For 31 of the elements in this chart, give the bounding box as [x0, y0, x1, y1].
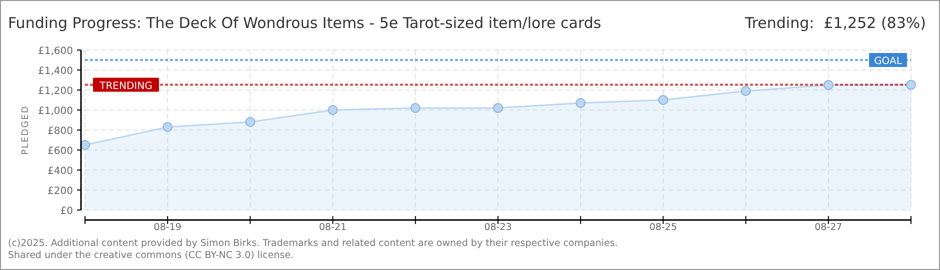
ref-line-label: GOAL — [874, 56, 902, 67]
x-tick-label: 08-19 — [154, 222, 182, 233]
y-tick-label: £1,200 — [38, 86, 73, 97]
text: Shared under the creative commons (CC BY-NC 3.0) license. — [8, 250, 294, 261]
y-axis-title: PLEDGED — [21, 105, 31, 155]
ref-line-label: TRENDING — [98, 80, 152, 92]
y-tick-label: £1,400 — [38, 66, 73, 77]
point — [328, 105, 338, 115]
point — [410, 103, 420, 113]
x-tick-label: 08-21 — [318, 222, 347, 233]
y-tick-label: £200 — [48, 186, 73, 197]
chart-title: Funding Progress: The Deck Of Wondrous Items - 5e Tarot-sized item/lore cards — [8, 14, 602, 32]
y-tick-label: £0 — [60, 206, 73, 217]
point — [740, 86, 751, 96]
point — [162, 122, 173, 132]
y-tick-label: £800 — [48, 126, 73, 137]
text: (c)2025. Additional content provided by Simon Birks. Trademarks and related content are owned by their respective companies. — [8, 238, 618, 249]
point — [823, 80, 834, 90]
y-tick-label: £1,600 — [38, 46, 73, 57]
y-tick-label: £400 — [48, 166, 73, 177]
point — [245, 117, 256, 127]
point — [576, 98, 586, 108]
point — [906, 80, 916, 90]
x-tick-label: 08-23 — [484, 222, 512, 233]
point — [658, 95, 668, 105]
point — [493, 103, 503, 113]
y-tick-label: £1,000 — [38, 106, 73, 117]
chart-subtitle: Trending: £1,252 (83%) — [744, 14, 926, 32]
x-tick-label: 08-27 — [814, 222, 842, 233]
y-tick-label: £600 — [48, 146, 73, 157]
x-tick-label: 08-25 — [649, 222, 678, 233]
